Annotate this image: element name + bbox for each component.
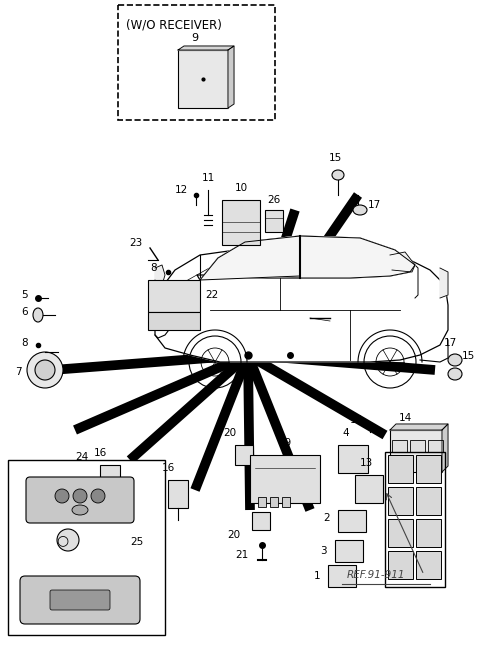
Text: 15: 15 xyxy=(328,153,342,163)
Bar xyxy=(388,487,413,515)
Circle shape xyxy=(35,360,55,380)
Ellipse shape xyxy=(448,354,462,366)
Circle shape xyxy=(91,489,105,503)
FancyBboxPatch shape xyxy=(50,590,110,610)
Text: 17: 17 xyxy=(368,200,381,210)
Polygon shape xyxy=(300,236,415,278)
Bar xyxy=(410,440,425,452)
Bar xyxy=(328,565,356,587)
Bar xyxy=(222,200,260,245)
Bar xyxy=(265,210,283,232)
Polygon shape xyxy=(155,265,165,285)
Bar xyxy=(168,480,188,508)
Text: 24: 24 xyxy=(75,452,89,462)
Polygon shape xyxy=(178,46,234,50)
Text: (W/O RECEIVER): (W/O RECEIVER) xyxy=(126,19,222,32)
Text: 23: 23 xyxy=(130,238,143,248)
Text: REF.91-911: REF.91-911 xyxy=(347,570,406,580)
FancyBboxPatch shape xyxy=(20,576,140,624)
Bar xyxy=(355,475,383,503)
Bar xyxy=(392,440,407,452)
Text: 16: 16 xyxy=(161,463,175,473)
Bar xyxy=(100,465,120,493)
Bar xyxy=(388,519,413,547)
Ellipse shape xyxy=(332,170,344,180)
Ellipse shape xyxy=(33,308,43,322)
Text: 5: 5 xyxy=(22,290,28,300)
Text: 25: 25 xyxy=(130,537,143,547)
Text: 14: 14 xyxy=(398,413,412,423)
Bar xyxy=(250,455,320,503)
Polygon shape xyxy=(200,236,300,280)
Bar xyxy=(428,440,443,452)
Text: 18: 18 xyxy=(350,415,363,425)
Bar xyxy=(270,497,278,507)
Text: 20: 20 xyxy=(227,530,240,540)
Text: 4: 4 xyxy=(342,428,348,438)
Bar xyxy=(235,445,253,465)
Bar xyxy=(416,519,441,547)
Bar xyxy=(388,455,413,483)
Circle shape xyxy=(55,489,69,503)
Polygon shape xyxy=(155,245,448,362)
Text: 22: 22 xyxy=(205,290,218,300)
Bar xyxy=(416,455,441,483)
Bar xyxy=(118,5,275,120)
Text: 17: 17 xyxy=(444,338,456,348)
Bar xyxy=(388,551,413,579)
Polygon shape xyxy=(197,236,415,280)
Bar xyxy=(416,487,441,515)
Bar xyxy=(282,497,290,507)
Ellipse shape xyxy=(57,529,79,551)
Text: 8: 8 xyxy=(150,263,157,273)
Text: 26: 26 xyxy=(267,195,281,205)
Text: 8: 8 xyxy=(22,338,28,348)
Polygon shape xyxy=(228,46,234,108)
Ellipse shape xyxy=(353,205,367,215)
Text: 1: 1 xyxy=(313,571,320,581)
Polygon shape xyxy=(440,268,448,298)
Ellipse shape xyxy=(448,368,462,380)
Text: 3: 3 xyxy=(320,546,327,556)
Bar xyxy=(416,551,441,579)
Polygon shape xyxy=(390,424,448,430)
Bar xyxy=(148,280,200,312)
Bar xyxy=(338,510,366,532)
Bar xyxy=(178,50,228,108)
Polygon shape xyxy=(390,252,415,272)
Text: 7: 7 xyxy=(15,367,22,377)
Ellipse shape xyxy=(72,505,88,515)
Text: 12: 12 xyxy=(175,185,188,195)
Circle shape xyxy=(27,352,63,388)
Bar xyxy=(335,540,363,562)
Text: 20: 20 xyxy=(223,428,237,438)
Bar xyxy=(390,430,442,472)
Text: 16: 16 xyxy=(94,448,107,458)
Text: 19: 19 xyxy=(278,438,292,448)
FancyBboxPatch shape xyxy=(26,477,134,523)
Bar xyxy=(258,497,266,507)
Text: 2: 2 xyxy=(324,513,330,523)
Text: ○: ○ xyxy=(56,533,68,547)
Circle shape xyxy=(73,489,87,503)
Text: 10: 10 xyxy=(234,183,248,193)
Text: 6: 6 xyxy=(22,307,28,317)
Bar xyxy=(8,460,165,635)
Text: 15: 15 xyxy=(462,351,475,361)
Text: 11: 11 xyxy=(202,173,215,183)
Bar xyxy=(385,452,445,587)
Text: 9: 9 xyxy=(192,33,199,43)
Text: 13: 13 xyxy=(360,458,373,468)
Text: 21: 21 xyxy=(235,550,248,560)
Bar xyxy=(338,445,368,473)
Polygon shape xyxy=(442,424,448,472)
Bar xyxy=(148,312,200,330)
Bar xyxy=(252,512,270,530)
